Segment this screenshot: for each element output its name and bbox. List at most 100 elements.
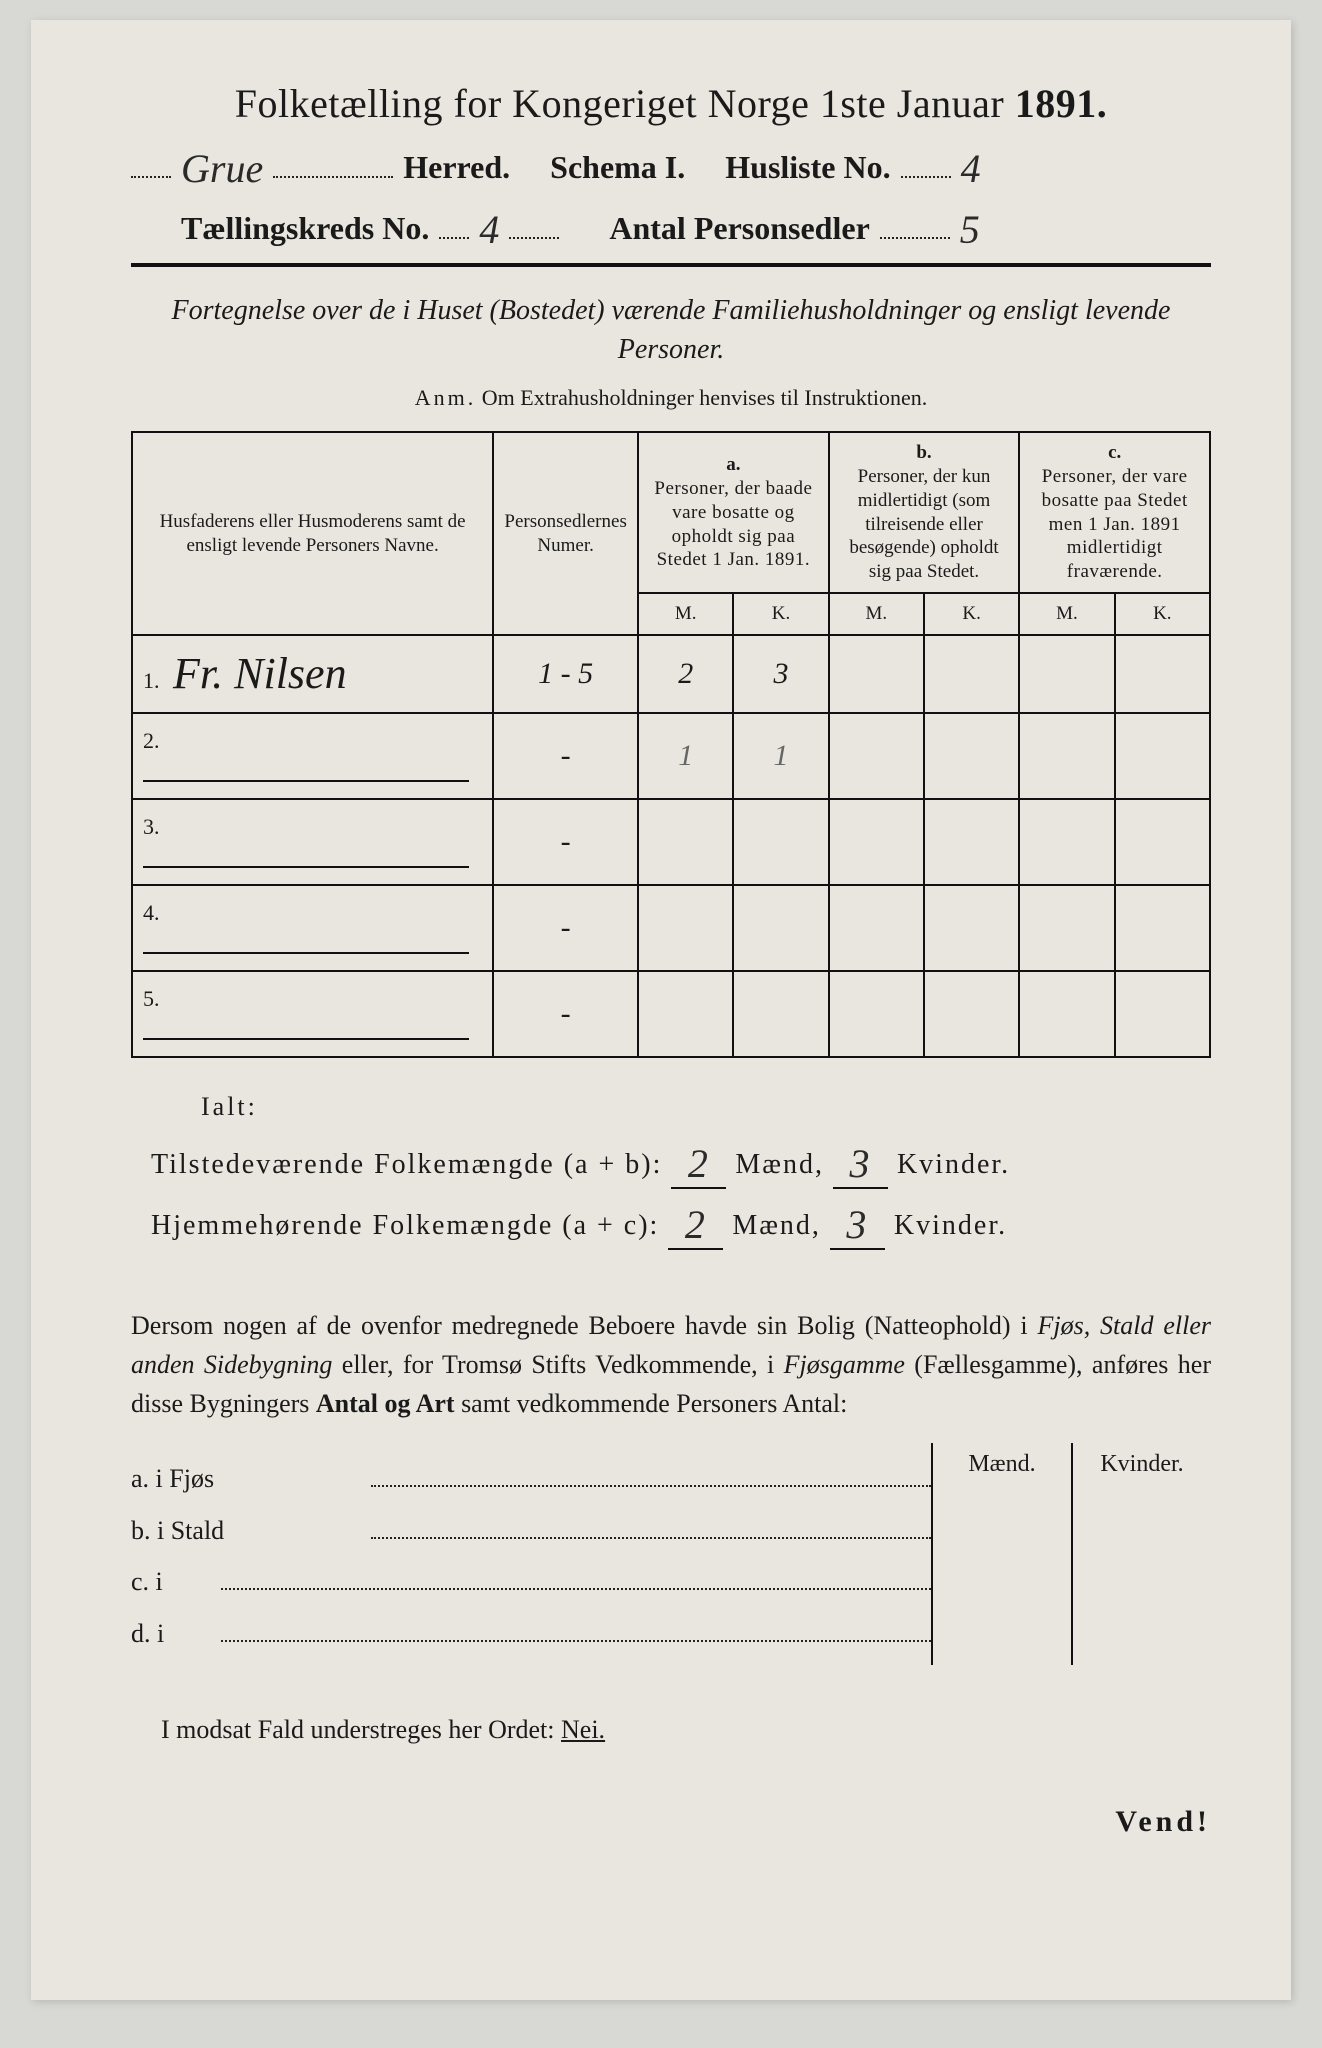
cell-pn: - xyxy=(493,713,638,799)
cell-bm xyxy=(829,635,924,713)
th-b-k: K. xyxy=(924,593,1019,635)
husliste-label: Husliste No. xyxy=(725,149,890,186)
th-c-text: Personer, der vare bosatte paa Stedet me… xyxy=(1030,465,1199,584)
sidebyg-line-c: c. i xyxy=(131,1562,931,1598)
cell-ak xyxy=(733,885,828,971)
sidebyg-kvinder-col: Kvinder. xyxy=(1073,1443,1211,1665)
table-row: 5. - xyxy=(132,971,1210,1057)
cell-cm xyxy=(1019,713,1114,799)
cell-name: 1. Fr. Nilsen xyxy=(132,635,493,713)
th-a-k: K. xyxy=(733,593,828,635)
cell-cm xyxy=(1019,799,1114,885)
cell-bk xyxy=(924,799,1019,885)
th-a-text: Personer, der baade vare bosatte og opho… xyxy=(649,477,818,572)
th-names-text: Husfaderens eller Husmoderens samt de en… xyxy=(160,511,466,556)
cell-cm xyxy=(1019,635,1114,713)
sum1-m: 2 xyxy=(671,1140,726,1189)
cell-bm xyxy=(829,799,924,885)
herred-label: Herred. xyxy=(403,149,510,186)
nei-line: I modsat Fald understreges her Ordet: Ne… xyxy=(161,1715,1211,1745)
th-b-text: Personer, der kun midlertidigt (som tilr… xyxy=(840,465,1009,584)
sidebyg-a-label: a. i Fjøs xyxy=(131,1464,371,1494)
cell-am: 2 xyxy=(638,635,733,713)
sum-row-1: Tilstedeværende Folkemængde (a + b): 2 M… xyxy=(151,1136,1211,1185)
para-t1: Dersom nogen af de ovenfor medregnede Be… xyxy=(131,1311,1037,1340)
cell-name: 5. xyxy=(132,971,493,1057)
cell-name: 4. xyxy=(132,885,493,971)
census-form-page: Folketælling for Kongeriget Norge 1ste J… xyxy=(31,20,1291,2000)
table-row: 2. - 1 1 xyxy=(132,713,1210,799)
cell-bk xyxy=(924,885,1019,971)
table-row: 4. - xyxy=(132,885,1210,971)
vend-label: Vend! xyxy=(131,1805,1211,1839)
title-text: Folketælling for Kongeriget Norge 1ste J… xyxy=(235,81,1004,126)
page-title: Folketælling for Kongeriget Norge 1ste J… xyxy=(131,80,1211,127)
row-num: 3. xyxy=(143,814,166,839)
cell-pn: 1 - 5 xyxy=(493,635,638,713)
cell-ck xyxy=(1115,971,1210,1057)
cell-ak xyxy=(733,799,828,885)
para-t2: eller, for Tromsø Stifts Vedkommende, i xyxy=(332,1350,783,1379)
sidebyg-paragraph: Dersom nogen af de ovenfor medregnede Be… xyxy=(131,1306,1211,1423)
cell-pn: - xyxy=(493,885,638,971)
th-a-m: M. xyxy=(638,593,733,635)
cell-am: 1 xyxy=(638,713,733,799)
th-names: Husfaderens eller Husmoderens samt de en… xyxy=(132,432,493,634)
subtitle: Fortegnelse over de i Huset (Bostedet) v… xyxy=(131,291,1211,369)
sum1-kvinder: Kvinder. xyxy=(897,1149,1010,1180)
kreds-label: Tællingskreds No. xyxy=(181,210,429,247)
sum2-label: Hjemmehørende Folkemængde (a + c): xyxy=(151,1210,659,1241)
sidebyg-maend-col: Mænd. xyxy=(933,1443,1073,1665)
row-name: Fr. Nilsen xyxy=(173,649,347,698)
th-c-k: K. xyxy=(1115,593,1210,635)
th-a-head: a. xyxy=(649,453,818,477)
sidebyg-line-d: d. i xyxy=(131,1613,931,1649)
th-b: b. Personer, der kun midlertidigt (som t… xyxy=(829,432,1020,593)
table-row: 1. Fr. Nilsen 1 - 5 2 3 xyxy=(132,635,1210,713)
th-personsedler: Personsedlernes Numer. xyxy=(493,432,638,634)
cell-am xyxy=(638,799,733,885)
cell-name: 3. xyxy=(132,799,493,885)
sidebyg-d-label: d. i xyxy=(131,1619,221,1649)
row-num: 2. xyxy=(143,728,166,753)
nei-pre: I modsat Fald understreges her Ordet: xyxy=(161,1715,561,1744)
cell-cm xyxy=(1019,885,1114,971)
anm-text: Om Extrahusholdninger henvises til Instr… xyxy=(482,385,927,410)
sum2-k: 3 xyxy=(830,1201,885,1250)
husliste-value: 4 xyxy=(961,145,981,192)
sum1-maend: Mænd, xyxy=(735,1149,824,1180)
sum2-maend: Mænd, xyxy=(732,1210,821,1241)
cell-ck xyxy=(1115,635,1210,713)
para-t4: samt vedkommende Personers Antal: xyxy=(455,1389,848,1418)
kreds-value: 4 xyxy=(479,206,499,253)
sum-row-2: Hjemmehørende Folkemængde (a + c): 2 Mæn… xyxy=(151,1197,1211,1246)
cell-bk xyxy=(924,713,1019,799)
row-num: 1. xyxy=(143,668,166,693)
anm-line: Anm. Om Extrahusholdninger henvises til … xyxy=(131,385,1211,411)
cell-bk xyxy=(924,971,1019,1057)
antal-label: Antal Personsedler xyxy=(609,210,869,247)
row-num: 4. xyxy=(143,900,166,925)
sidebyg-right: Mænd. Kvinder. xyxy=(931,1443,1211,1665)
cell-bm xyxy=(829,971,924,1057)
para-it2: Fjøsgamme xyxy=(784,1350,905,1379)
cell-ck xyxy=(1115,799,1210,885)
cell-bm xyxy=(829,885,924,971)
sidebyg-b-label: b. i Stald xyxy=(131,1516,371,1546)
cell-am xyxy=(638,971,733,1057)
sum2-kvinder: Kvinder. xyxy=(894,1210,1007,1241)
sidebyg-left: a. i Fjøs b. i Stald c. i d. i xyxy=(131,1443,931,1665)
herred-value: Grue xyxy=(181,145,263,192)
schema-label: Schema I. xyxy=(550,149,685,186)
sidebyg-table: a. i Fjøs b. i Stald c. i d. i Mænd. Kvi… xyxy=(131,1443,1211,1665)
th-b-head: b. xyxy=(840,441,1009,465)
antal-value: 5 xyxy=(960,206,980,253)
cell-ak: 3 xyxy=(733,635,828,713)
cell-ak xyxy=(733,971,828,1057)
row-num: 5. xyxy=(143,986,166,1011)
nei-word: Nei. xyxy=(561,1715,605,1744)
th-a: a. Personer, der baade vare bosatte og o… xyxy=(638,432,829,593)
cell-ck xyxy=(1115,713,1210,799)
census-tbody: 1. Fr. Nilsen 1 - 5 2 3 2. - 1 1 xyxy=(132,635,1210,1057)
sum2-m: 2 xyxy=(668,1201,723,1250)
